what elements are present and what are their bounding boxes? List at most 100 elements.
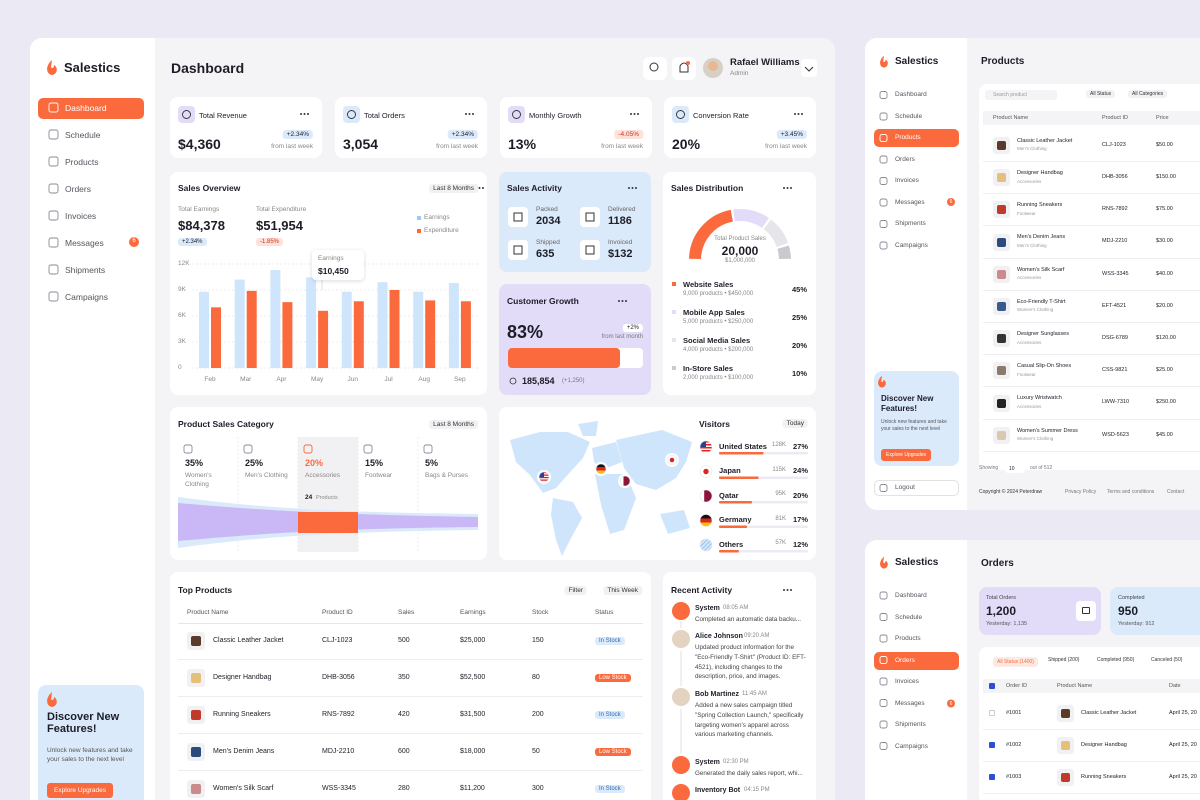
column-header[interactable]: Product Name [1057,682,1093,689]
column-header[interactable]: Product ID [1102,114,1128,121]
nav-item[interactable]: Shipments [895,220,926,228]
product-image-item [997,269,1006,279]
logout[interactable]: Logout [895,484,915,492]
divider [983,418,1200,420]
table-cell: WSS-3345 [322,784,356,792]
nav-item[interactable]: Campaigns [895,742,928,750]
promo-button[interactable]: Explore Upgrades [881,449,932,461]
nav-item[interactable]: Dashboard [65,102,107,113]
column-header[interactable]: Date [1169,682,1181,689]
column-header[interactable]: Product ID [322,609,353,617]
column-header[interactable]: Sales [398,609,415,617]
stat-value: 1,200 [986,603,1017,618]
user-role: Admin [730,70,749,78]
activity-name: Alice Johnson [695,632,743,640]
nav-item[interactable]: Messages [895,198,925,206]
table-cell: Designer Handbag [1017,169,1063,176]
status-tab[interactable]: Completed (950) [1097,657,1135,663]
nav-item[interactable]: Orders [65,183,91,194]
category-share: 15% [365,457,384,468]
promo-button[interactable]: Explore Upgrades [47,783,114,799]
nav-item[interactable]: Campaigns [895,241,928,249]
stat-icon-glyph [1082,607,1090,614]
filter-button[interactable]: All Status [1086,89,1116,98]
nav-active[interactable] [874,129,959,147]
nav-item[interactable]: Products [895,134,921,142]
nav-item[interactable]: Shipments [65,264,106,275]
nav-item[interactable]: Invoices [895,678,919,686]
category-count-label: Products [316,495,338,502]
nav-item[interactable]: Schedule [895,112,923,120]
column-header[interactable]: Status [595,609,614,617]
category-share: 35% [185,457,204,468]
activity-name: System [695,604,720,612]
category-name: Footwear [365,472,393,480]
tooltip-value: $10,450 [318,265,349,276]
table-cell: MDJ-2210 [1102,238,1128,245]
nav-item[interactable]: Orders [895,656,915,664]
table-cell: RNS-7892 [322,710,355,718]
filter-button[interactable]: Filter [564,586,587,596]
nav-item[interactable]: Invoices [895,177,919,185]
logout-button[interactable] [874,480,959,496]
table-cell: #1003 [1006,773,1022,780]
footer-link[interactable]: Terms and conditions [1107,489,1155,495]
column-header[interactable]: Product Name [993,114,1029,121]
nav-item[interactable]: Schedule [65,129,101,140]
filter-button[interactable]: All Categories [1128,89,1168,98]
x-tick-label: Apr [276,376,287,384]
table-cell: April 25, 20 [1169,741,1197,748]
country-name: Germany [719,515,752,524]
column-header[interactable]: Stock [532,609,549,617]
nav-item[interactable]: Products [65,156,99,167]
column-header[interactable]: Price [1156,114,1169,121]
checkbox[interactable] [989,774,995,780]
brand-name: Salestics [895,557,939,568]
nav-active[interactable] [874,652,959,670]
nav-item[interactable]: Shipments [895,721,926,729]
checkbox[interactable] [989,742,995,748]
page-size-select[interactable]: 10 [1005,465,1025,473]
status-tab[interactable]: Canceled (50) [1151,657,1183,663]
table-cell: LWW-7310 [1102,399,1130,406]
search-input[interactable]: Search product [985,89,1057,100]
activity-time: 08:05 AM [723,605,749,612]
column-header[interactable]: Product Name [187,609,229,617]
table-cell: Classic Leather Jacket [1017,137,1073,144]
status-tab[interactable]: Shipped (200) [1048,657,1080,663]
column-header[interactable]: Order ID [1006,682,1028,689]
product-image-item [997,237,1006,247]
filter-button[interactable]: Last 8 Months [429,184,478,194]
nav-item[interactable]: Messages [65,237,104,248]
activity-text: Updated product information for the "Eco… [695,644,806,681]
card-title: Product Sales Category [178,418,274,429]
divider [983,729,1200,730]
nav-active[interactable] [38,98,144,119]
stat-label: Monthly Growth [529,110,582,120]
nav-item[interactable]: Dashboard [895,592,927,600]
nav-item[interactable]: Orders [895,155,915,163]
footer-link[interactable]: Privacy Policy [1065,489,1097,495]
footer-link[interactable]: Contact [1167,489,1185,495]
nav-item[interactable]: Dashboard [895,91,927,99]
table-cell: 80 [532,673,540,681]
filter-button[interactable]: Last 8 Months [429,420,478,430]
filter-button[interactable]: This Week [603,586,642,596]
nav-item[interactable]: Schedule [895,613,923,621]
table-cell: $20.00 [1156,302,1173,309]
status-tab[interactable]: All Status (1400) [993,657,1038,667]
visitor-count: 57K [775,540,786,547]
nav-item[interactable]: Messages [895,699,925,707]
visitor-share: 12% [792,539,808,549]
filter-button[interactable]: Today [782,419,808,429]
column-header[interactable]: Earnings [460,609,486,617]
nav-item[interactable]: Invoices [65,210,97,221]
nav-item[interactable]: Campaigns [65,291,108,302]
checkbox[interactable] [989,710,995,716]
divider [178,770,643,771]
nav-item[interactable]: Products [895,635,921,643]
visitor-share: 20% [792,490,808,500]
table-cell: $50.00 [1156,141,1173,148]
checkbox[interactable] [989,683,995,689]
